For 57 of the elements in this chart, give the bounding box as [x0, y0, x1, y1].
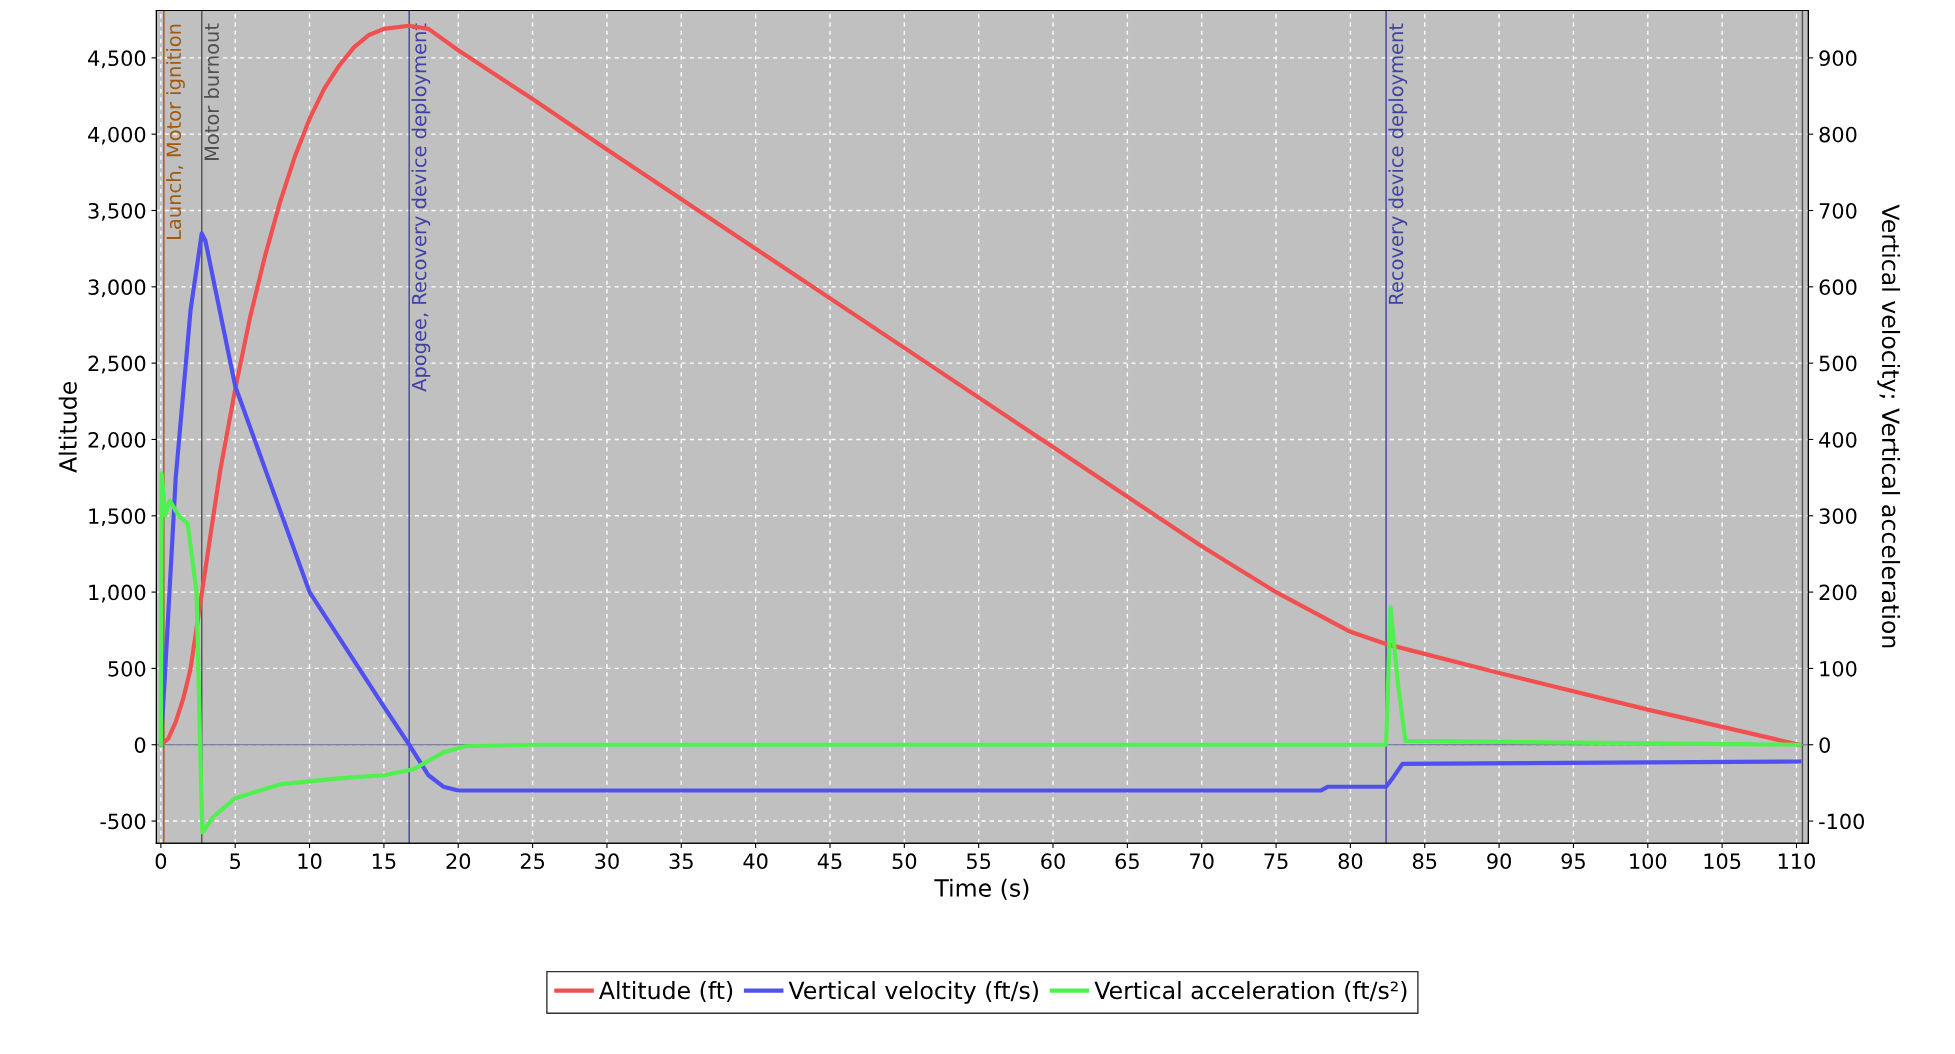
- y2-tick-label: 0: [1819, 737, 1830, 753]
- x-tick-label: 45: [817, 853, 842, 870]
- x-tick-label: 70: [1190, 853, 1214, 870]
- legend-label: Vertical acceleration (ft/s²): [1094, 981, 1407, 1003]
- x-tick-label: 10: [298, 853, 322, 870]
- y2-axis-title: Vertical velocity; Vertical acceleration: [1877, 204, 1901, 648]
- x-tick-label: 55: [967, 853, 991, 870]
- x-tick-label: 80: [1338, 853, 1363, 870]
- x-tick-label: 40: [743, 853, 768, 870]
- y-tick-label: 2,000: [88, 431, 146, 450]
- y-tick-label: 3,000: [88, 279, 146, 298]
- x-axis-title: Time (s): [934, 878, 1029, 900]
- x-tick-label: 60: [1041, 853, 1065, 870]
- x-tick-label: 25: [520, 853, 545, 870]
- x-tick-label: 95: [1561, 853, 1585, 870]
- y-tick-label: 4,000: [88, 126, 146, 145]
- x-tick-label: 35: [669, 853, 693, 870]
- x-tick-label: 5: [230, 853, 241, 870]
- x-tick-label: 85: [1412, 853, 1437, 870]
- y-tick-label: 0: [134, 737, 146, 753]
- ref-line-label: Motor burnout: [203, 23, 220, 160]
- x-tick-label: 20: [446, 853, 471, 870]
- y-tick-label: 4,500: [88, 50, 146, 69]
- y2-tick-label: 500: [1819, 355, 1857, 372]
- x-tick-label: 65: [1115, 853, 1139, 870]
- y-tick-label: 3,500: [88, 202, 146, 221]
- y2-tick-label: 900: [1819, 50, 1857, 67]
- ref-line-label: Apogee, Recovery device deployment: [411, 23, 431, 392]
- x-tick-label: 75: [1264, 853, 1288, 870]
- legend-label: Altitude (ft): [599, 981, 733, 1003]
- y-tick-label: 2,500: [88, 355, 146, 374]
- x-tick-label: 50: [892, 853, 917, 870]
- ref-line-label: Recovery device deployment: [1388, 23, 1408, 304]
- x-tick-label: 110: [1778, 853, 1815, 870]
- x-tick-label: 90: [1487, 853, 1511, 870]
- x-tick-label: 100: [1630, 853, 1667, 870]
- legend-label: Vertical velocity (ft/s): [788, 981, 1038, 1004]
- y2-tick-label: -100: [1819, 813, 1864, 830]
- ref-line-label: Launch, Motor ignition: [166, 24, 185, 239]
- line-series: [158, 471, 1802, 835]
- x-tick-label: 105: [1704, 853, 1741, 870]
- y-tick-label: 500: [108, 660, 146, 677]
- y2-tick-label: 400: [1819, 431, 1857, 448]
- y2-tick-label: 600: [1819, 279, 1857, 296]
- x-tick-label: 30: [595, 853, 619, 870]
- y2-tick-label: 700: [1819, 202, 1857, 219]
- y-tick-label: -500: [100, 813, 146, 830]
- y2-tick-label: 200: [1819, 584, 1857, 601]
- line-series: [158, 23, 1802, 747]
- y-axis-title: Altitude: [58, 381, 77, 473]
- y2-tick-label: 100: [1820, 660, 1857, 677]
- x-tick-label: 15: [372, 853, 396, 870]
- y2-tick-label: 800: [1819, 126, 1857, 143]
- x-tick-label: 0: [155, 853, 167, 870]
- y2-tick-label: 300: [1819, 508, 1857, 524]
- y-tick-label: 1,500: [89, 508, 146, 527]
- y-tick-label: 1,000: [89, 584, 146, 603]
